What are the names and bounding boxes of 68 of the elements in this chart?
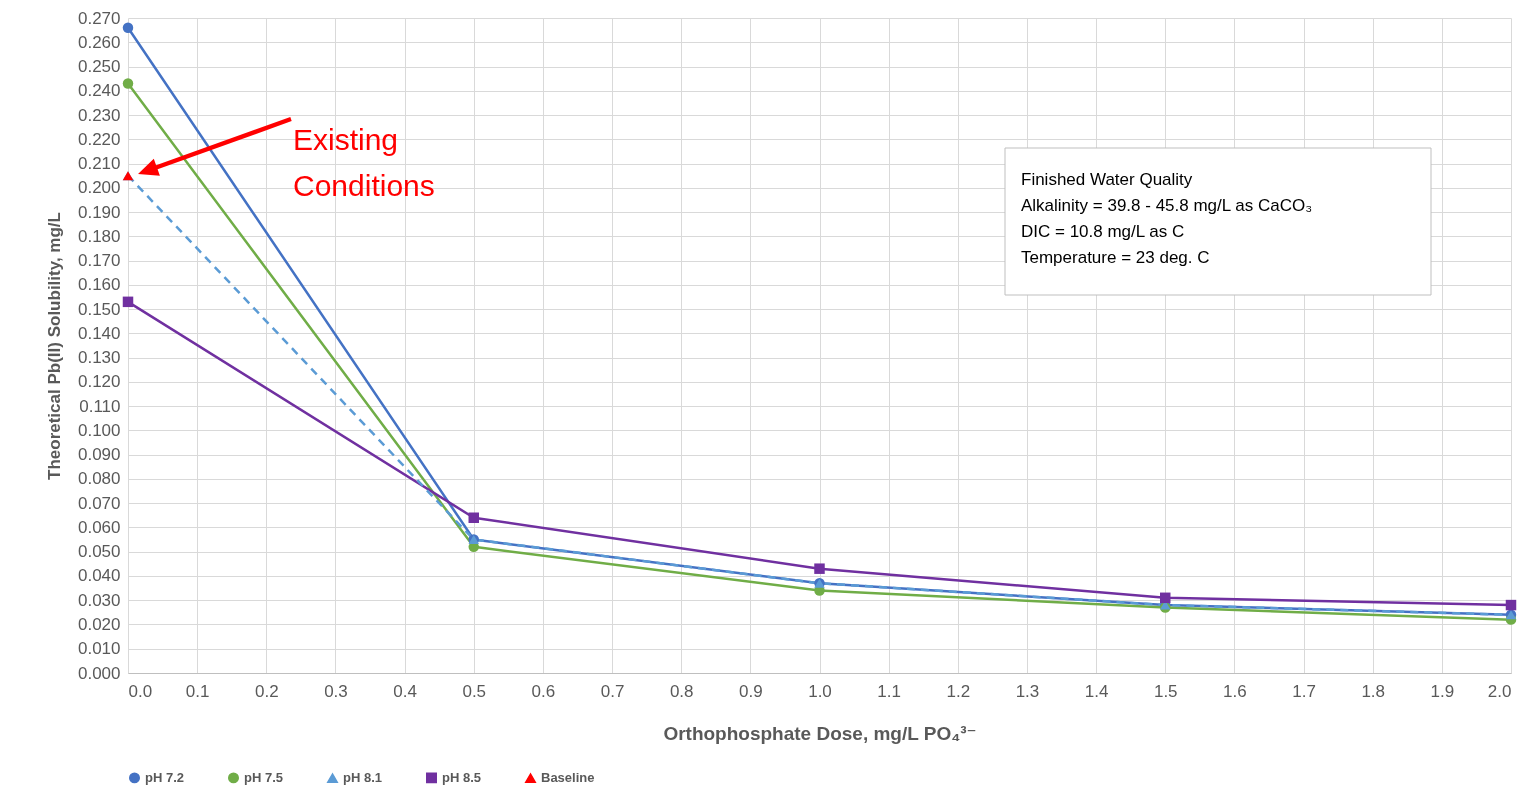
point [814,563,825,574]
x-tick-label: 1.7 [1292,681,1316,701]
y-tick-label: 0.230 [77,105,121,125]
x-tick-label: 0.1 [185,681,210,701]
y-tick-label: 0.030 [77,590,121,610]
x-tick-label: 2.0 [1487,681,1512,701]
x-axis-title: Orthophosphate Dose, mg/L PO₄³⁻ [663,722,977,744]
x-tick-label: 0.9 [739,681,763,701]
x-tick-label: 1.6 [1223,681,1247,701]
y-axis-title: Theoretical Pb(II) Solubility, mg/L [44,212,64,480]
x-tick-label: 1.1 [877,681,901,701]
y-tick-label: 0.240 [77,81,121,101]
y-tick-label: 0.000 [77,663,121,683]
y-tick-label: 0.150 [77,299,121,319]
point [122,296,134,308]
y-tick-label: 0.160 [77,275,121,295]
y-tick-label: 0.020 [77,614,121,634]
x-tick-label: 1.3 [1015,681,1040,701]
y-tick-label: 0.050 [77,542,121,562]
y-tick-label: 0.200 [77,178,121,198]
x-tick-label: 1.5 [1153,681,1178,701]
annotation: Alkalinity = 39.8 - 45.8 mg/L as CaCO₃ [1021,196,1313,215]
annotation: Existing Conditions [293,123,435,202]
x-tick-label: 0.6 [531,681,556,701]
x-tick-label: 1.8 [1361,681,1386,701]
x-tick-label: 1.4 [1084,681,1109,701]
y-tick-label: 0.110 [79,396,121,416]
x-tick-label: 0.5 [462,681,487,701]
y-tick-label: 0.090 [77,445,121,465]
y-tick-label: 0.140 [77,323,121,343]
y-tick-label: 0.210 [77,154,121,174]
x-tick-label: 0.7 [600,681,625,701]
annotation: Temperature = 23 deg. C [1021,248,1210,267]
x-tick-label: 0.2 [254,681,279,701]
x-tick-label: 0.8 [669,681,694,701]
y-tick-label: 0.270 [77,8,121,28]
x-tick-label: 0.4 [393,681,417,701]
point [468,512,479,523]
x-tick-label: 1.0 [808,681,832,701]
point [122,22,134,33]
y-tick-label: 0.180 [77,226,121,246]
legend-label: pH 8.5 [442,769,482,785]
legend-label: Baseline [541,770,595,786]
y-tick-label: 0.120 [77,372,121,392]
point [1160,592,1171,604]
point [122,78,134,89]
x-tick-label: 0.3 [324,681,348,701]
y-tick-label: 0.190 [77,202,121,222]
y-tick-label: 0.220 [77,129,121,149]
legend-label: pH 7.5 [244,769,284,785]
annotation: Finished Water Quality [1021,170,1193,189]
x-tick-label: 1.2 [946,681,971,701]
annotation: DIC = 10.8 mg/L as C [1021,222,1185,241]
point [1505,599,1517,611]
y-tick-label: 0.100 [77,420,121,440]
legend-label: pH 8.1 [343,770,383,786]
y-tick-label: 0.260 [77,32,121,52]
y-tick-label: 0.070 [77,493,121,513]
y-tick-label: 0.080 [77,469,121,489]
y-tick-label: 0.010 [77,639,121,659]
y-tick-label: 0.040 [77,566,121,586]
y-tick-label: 0.060 [77,517,121,537]
y-tick-label: 0.130 [77,348,121,368]
y-tick-label: 0.170 [77,251,121,271]
x-tick-label: 1.9 [1430,681,1455,701]
legend-label: pH 7.2 [145,769,185,785]
x-tick-label: 0.0 [128,681,153,701]
y-tick-label: 0.250 [77,57,121,77]
